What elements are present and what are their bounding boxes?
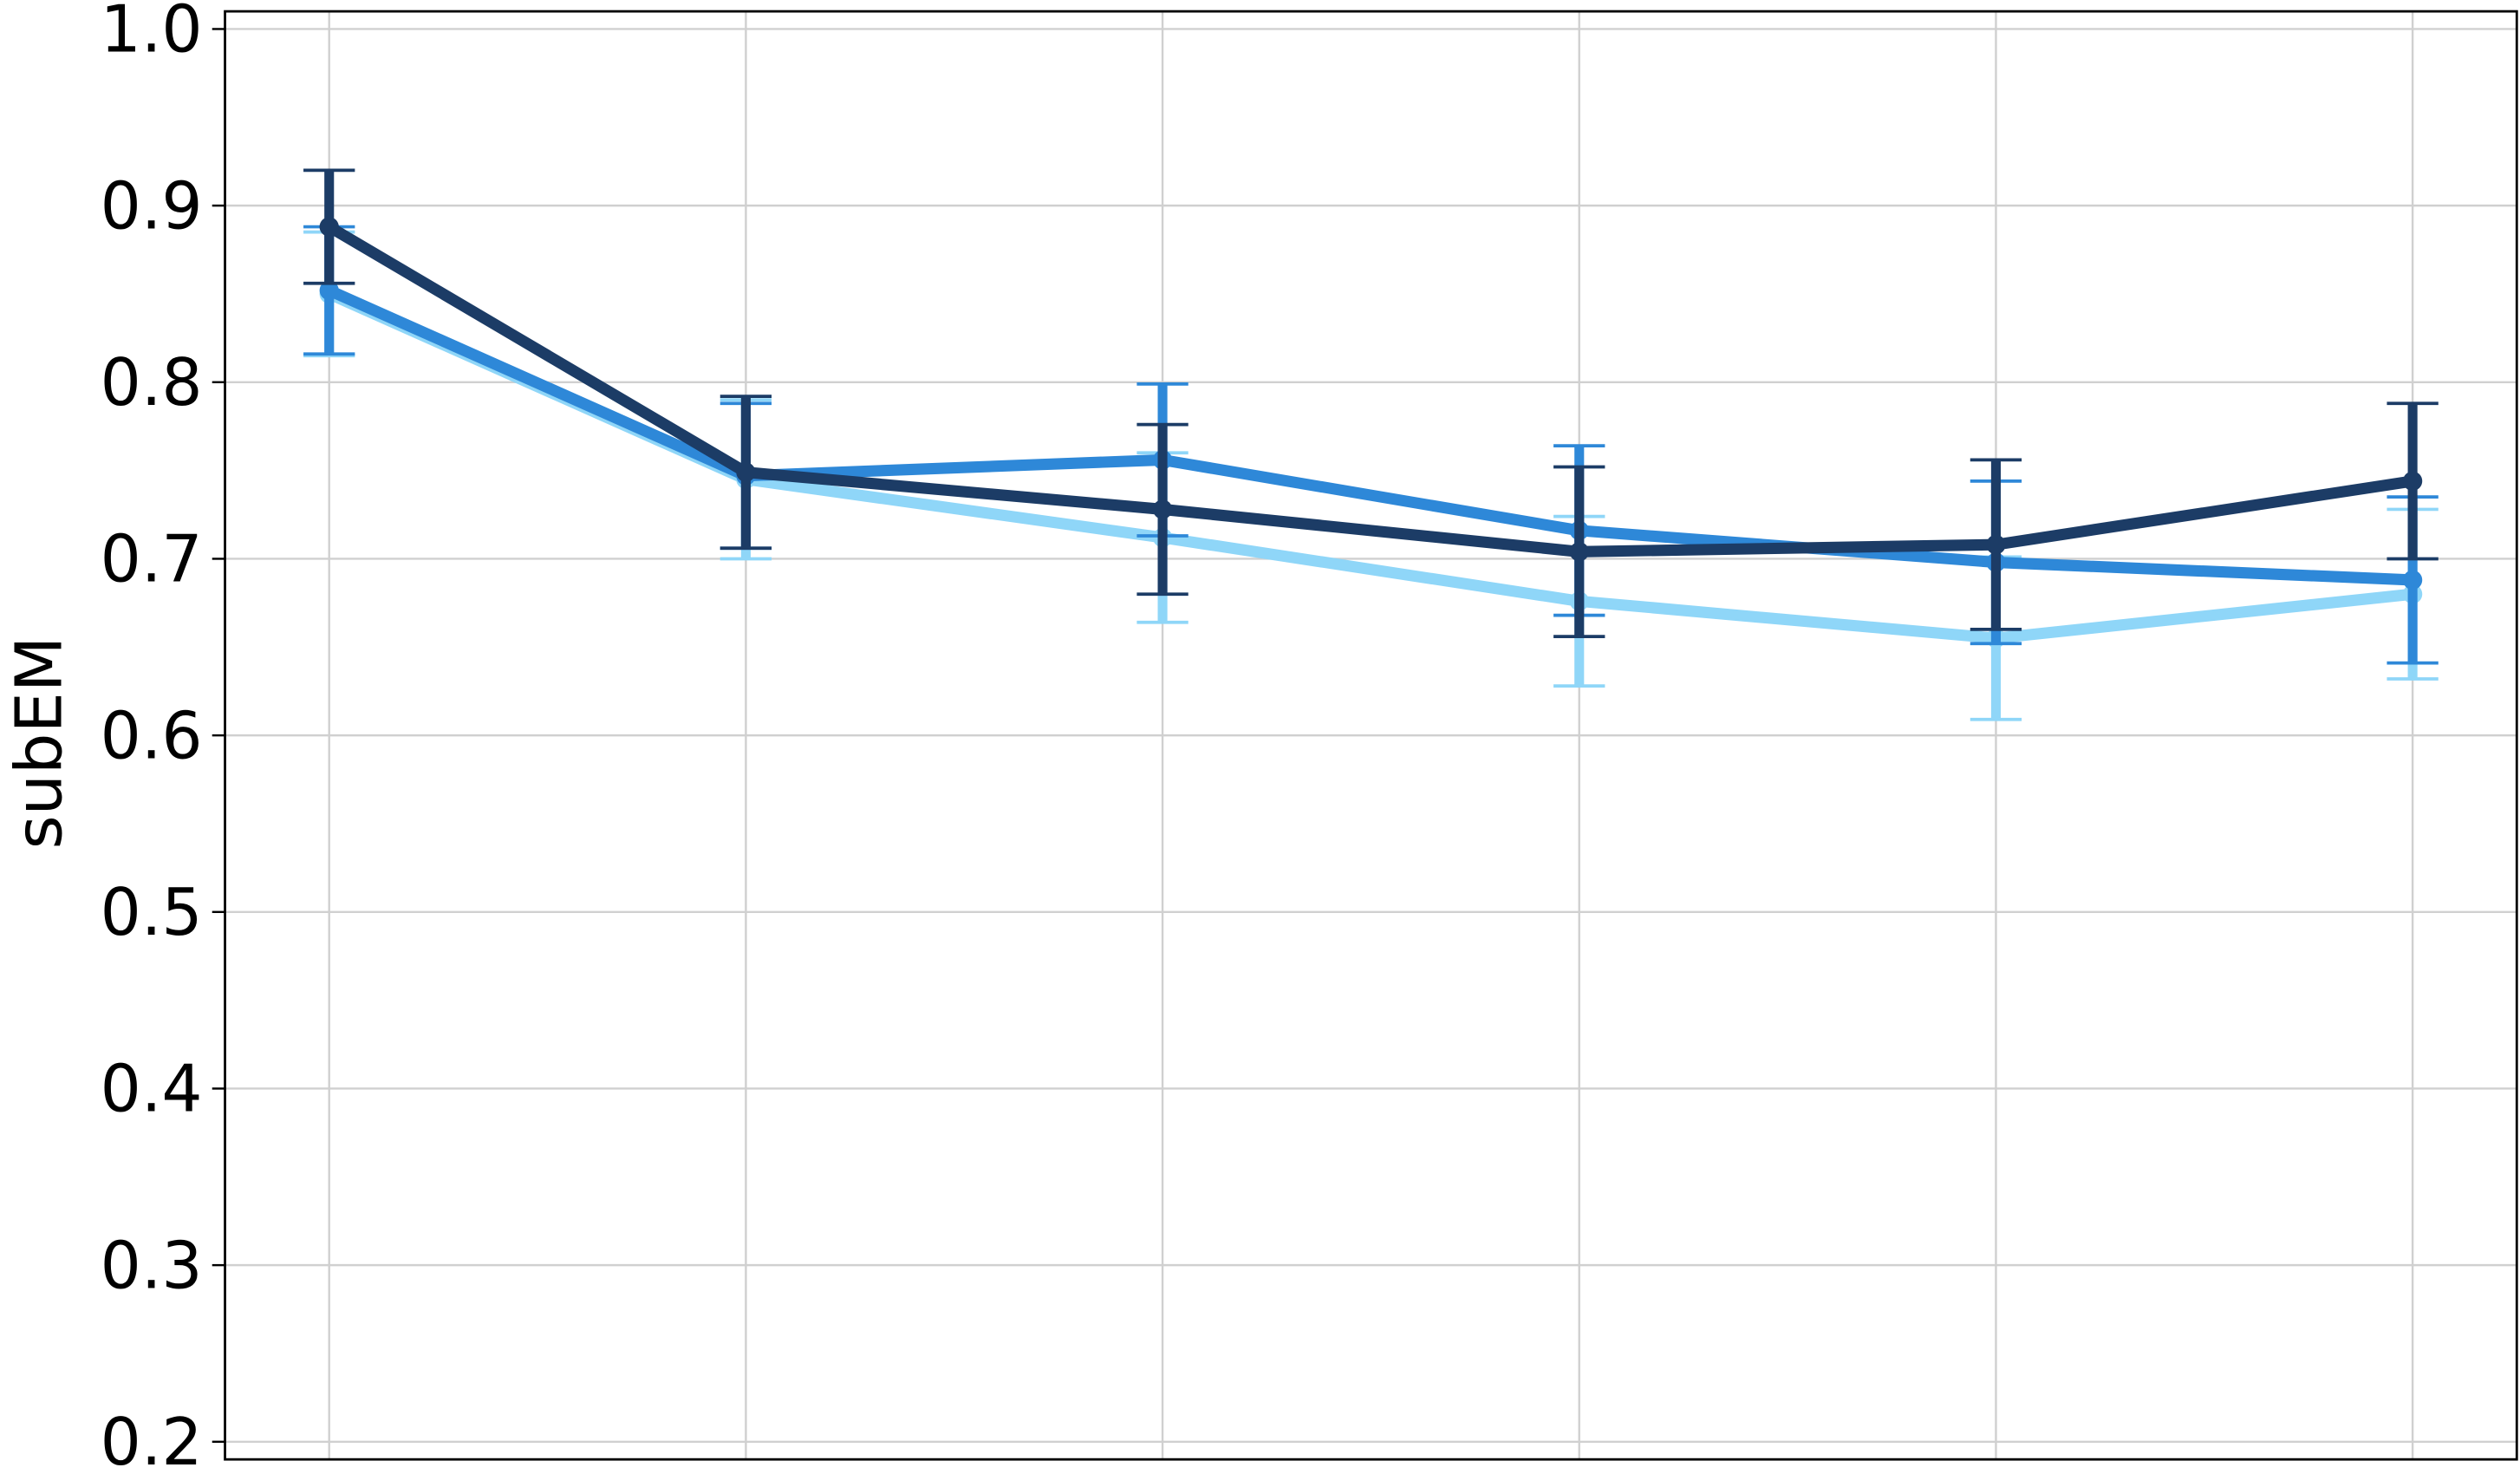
point [2402,471,2423,492]
line [327,288,2413,644]
line [326,221,2414,558]
y-tick-label: 0.7 [101,521,203,597]
y-tick-label: 1.0 [101,0,203,68]
plot-frame [224,10,2518,1461]
series [303,225,2439,665]
point [2402,570,2423,590]
y-tick-label: 0.6 [101,698,203,773]
y-tick-label: 0.8 [101,345,203,421]
point [1152,499,1173,519]
y-tick-label: 0.3 [101,1228,203,1303]
point [1569,542,1589,562]
y-tick-label: 0.2 [101,1405,203,1474]
y-tick-label: 0.9 [101,168,203,244]
y-axis-title: subEM [2,636,77,850]
line [327,284,2413,586]
point [1986,534,2006,555]
y-tick-label: 0.5 [101,875,203,950]
y-tick-label: 0.4 [101,1051,203,1126]
point [736,462,756,482]
point [319,280,339,301]
point [319,217,339,237]
series [303,230,2439,721]
series [303,168,2439,638]
